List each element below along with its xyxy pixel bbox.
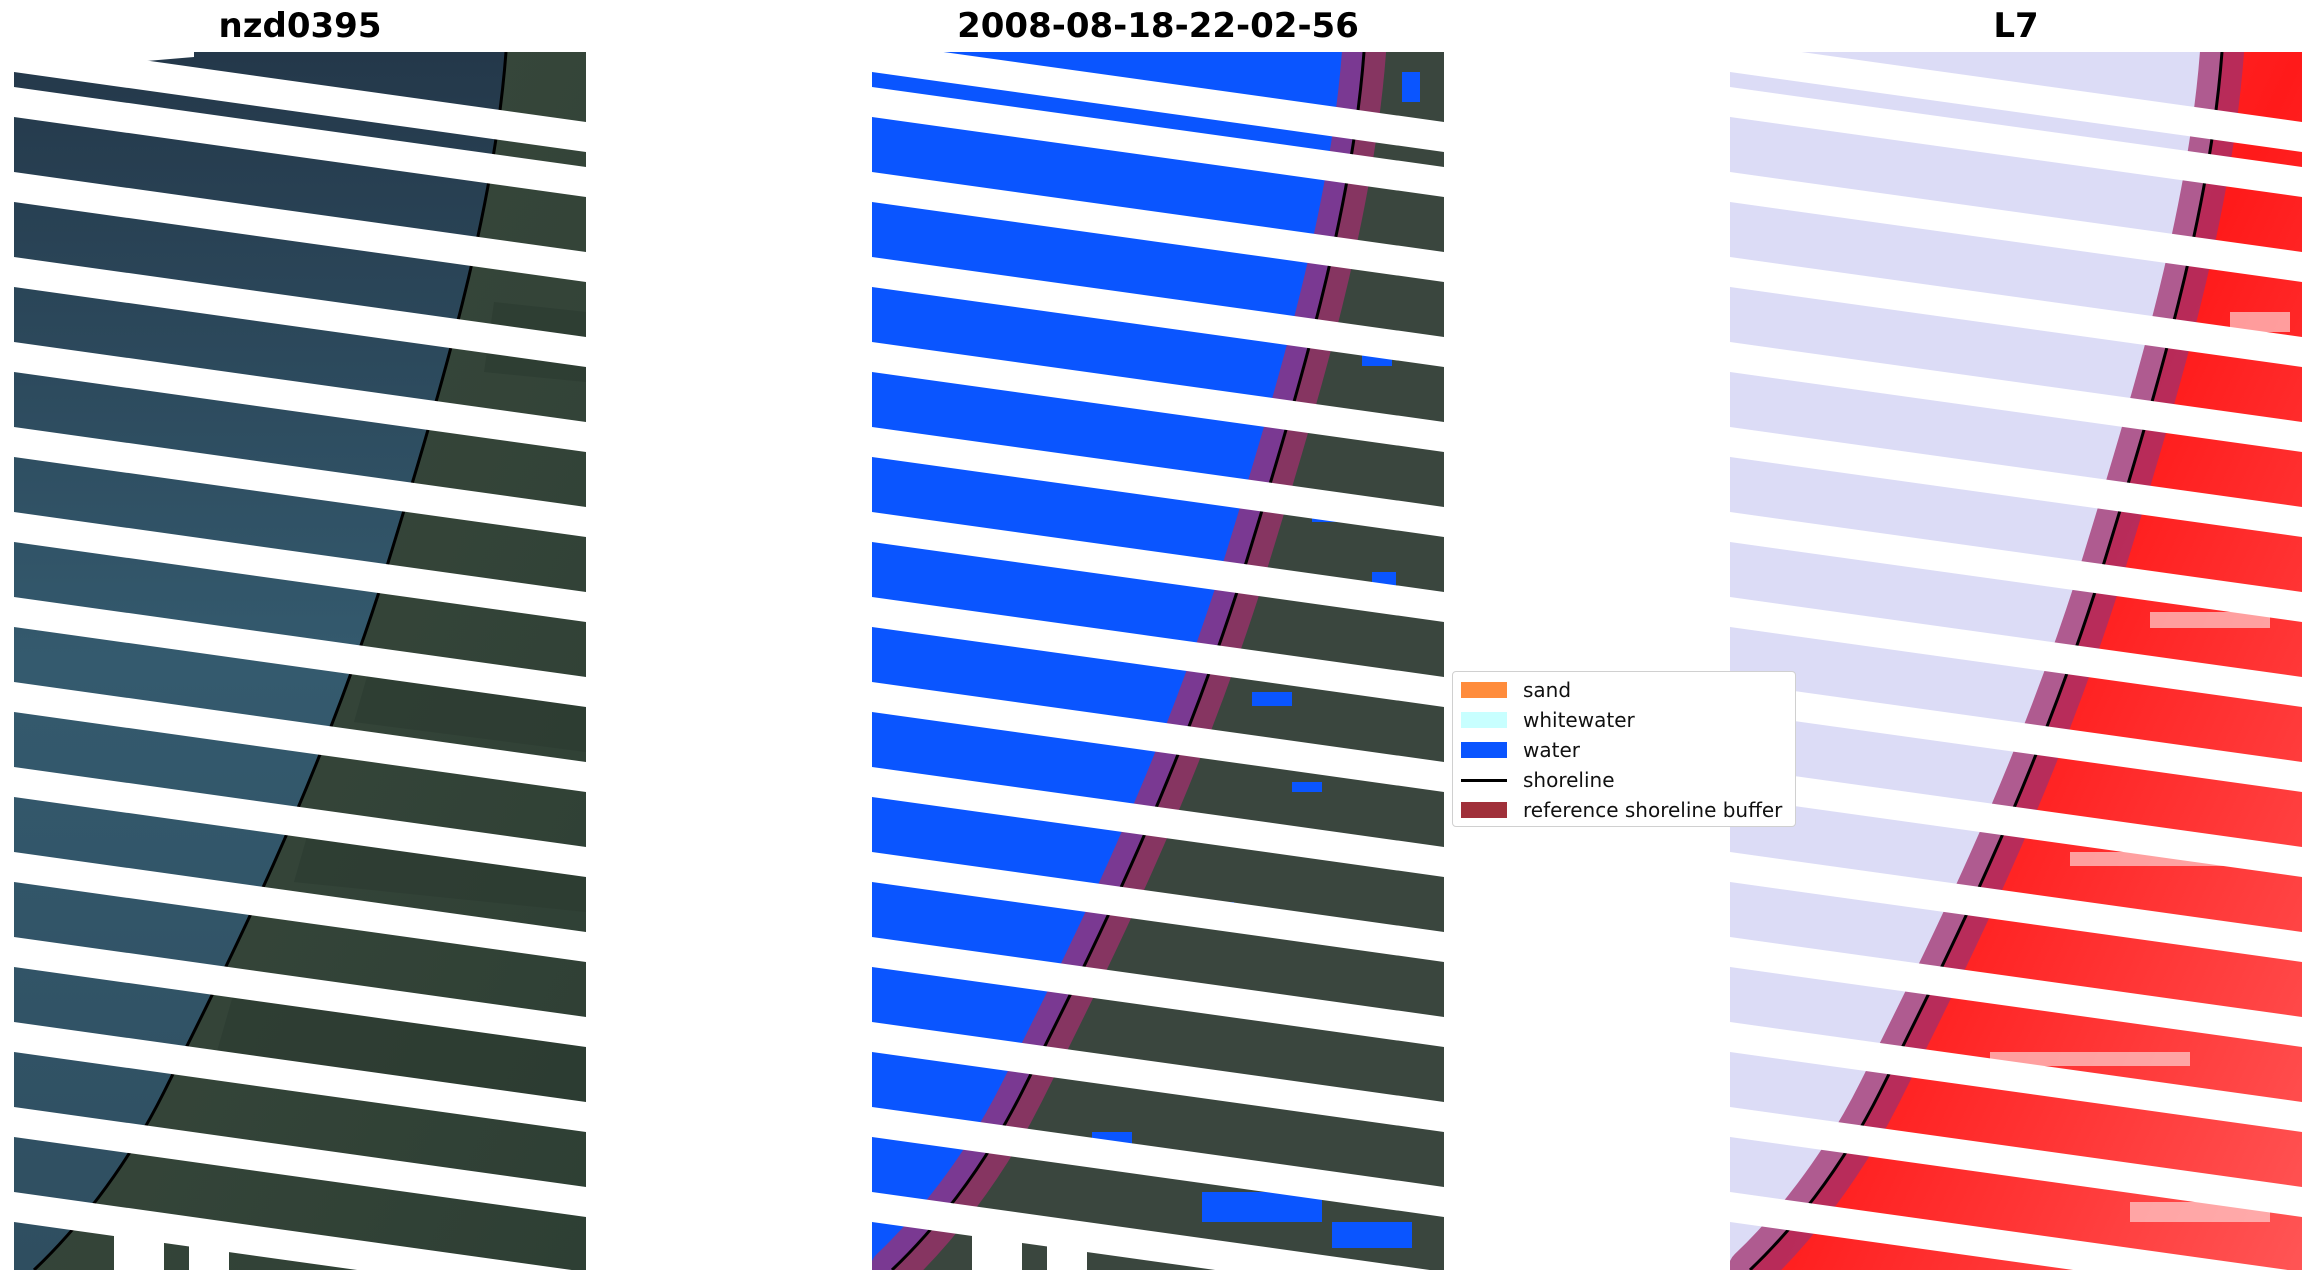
scan-line-gaps [872, 52, 1444, 1270]
classification-panel [872, 52, 1444, 1270]
rgb-image-panel [14, 52, 586, 1270]
sand-swatch [1461, 682, 1507, 698]
legend: sand whitewater water shoreline referenc… [1452, 671, 1796, 827]
legend-item-reference-buffer: reference shoreline buffer [1461, 798, 1782, 822]
legend-item-whitewater: whitewater [1461, 708, 1635, 732]
land-texture [214, 302, 586, 1102]
index-panel [1730, 52, 2302, 1270]
panel-title-rgb: nzd0395 [218, 6, 382, 46]
classification-image [872, 52, 1444, 1270]
panel-title-index: L7 [1993, 6, 2039, 46]
legend-label: shoreline [1523, 768, 1615, 792]
whitewater-swatch [1461, 712, 1507, 728]
panel-title-classification: 2008-08-18-22-02-56 [957, 6, 1359, 46]
legend-label: reference shoreline buffer [1523, 798, 1783, 822]
legend-item-water: water [1461, 738, 1580, 762]
rgb-satellite-image [14, 52, 586, 1270]
shoreline-swatch [1461, 778, 1507, 782]
legend-item-sand: sand [1461, 678, 1571, 702]
shoreline-line [1748, 52, 2224, 1270]
shoreline-line [890, 52, 1366, 1270]
scan-line-gaps [14, 52, 586, 1270]
legend-item-shoreline: shoreline [1461, 768, 1615, 792]
scan-line-gaps [1730, 52, 2302, 1270]
legend-label: water [1523, 738, 1580, 762]
water-swatch [1461, 742, 1507, 758]
shoreline-line [32, 52, 508, 1270]
legend-label: whitewater [1523, 708, 1635, 732]
reference-buffer-swatch [1461, 802, 1507, 818]
legend-label: sand [1523, 678, 1572, 702]
index-image [1730, 52, 2302, 1270]
